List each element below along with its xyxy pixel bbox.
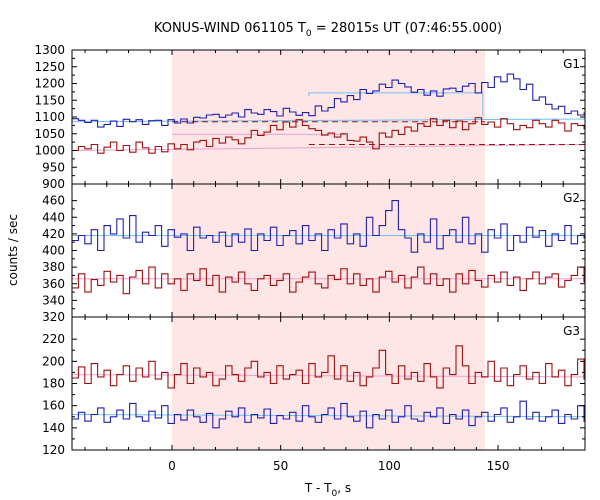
panel-g1-red-background	[71, 143, 586, 151]
panel-g1-label: G1	[563, 57, 580, 71]
panel-g1-blue-series	[72, 73, 585, 128]
panel-g3-red-background	[71, 374, 586, 378]
panel-g3-ytick-label: 200	[42, 354, 65, 368]
panel-g2-ytick-label: 460	[42, 194, 65, 208]
panel-g1-ytick-label: 1300	[34, 43, 65, 57]
plot-area: 9009501000105011001150120012501300G13203…	[34, 43, 586, 473]
panel-g3-label: G3	[563, 324, 580, 338]
xtick-label: 0	[168, 459, 176, 473]
panel-g3-ytick-label: 220	[42, 332, 65, 346]
xtick-label: 50	[273, 459, 288, 473]
panel-g3-ytick-label: 120	[42, 443, 65, 457]
panel-g1-ytick-label: 1000	[34, 144, 65, 158]
panel-g3-blue-background	[71, 414, 586, 418]
chart-title: KONUS-WIND 061105 T0 = 28015s UT (07:46:…	[154, 21, 502, 39]
panel-g1-ytick-label: 1050	[34, 127, 65, 141]
panel-g1-ytick-label: 1100	[34, 110, 65, 124]
panel-g2-blue-series	[72, 200, 585, 253]
panel-g3-ytick-label: 140	[42, 421, 65, 435]
x-axis-label: T - T0, s	[304, 481, 351, 499]
panel-g2-ytick-label: 380	[42, 260, 65, 274]
panel-g1-ytick-label: 1250	[34, 60, 65, 74]
panel-g1-ytick-label: 1150	[34, 93, 65, 107]
panel-g2-ytick-label: 440	[42, 210, 65, 224]
panel-g1-red-series	[72, 117, 585, 154]
panel-g2-label: G2	[563, 191, 580, 205]
panel-g1-blue-level	[308, 92, 484, 117]
panel-g3-ytick-label: 160	[42, 399, 65, 413]
panel-g1-ytick-label: 1200	[34, 77, 65, 91]
xtick-label: 100	[378, 459, 401, 473]
panel-g1-ytick-label: 950	[42, 160, 65, 174]
panel-g1-blue-background	[71, 118, 586, 123]
panel-g2-ytick-label: 400	[42, 244, 65, 258]
panel-g2-ytick-label: 340	[42, 293, 65, 307]
panel-g2-ytick-label: 320	[42, 310, 65, 324]
panel-g2-red-series	[72, 266, 585, 295]
panel-g3-red-series	[72, 345, 585, 389]
panel-g3-blue-series	[72, 400, 585, 429]
panel-g3-ytick-label: 180	[42, 377, 65, 391]
panel-g2-ytick-label: 420	[42, 227, 65, 241]
panel-g1-ytick-label: 900	[42, 177, 65, 191]
panel-g2-ytick-label: 360	[42, 277, 65, 291]
y-axis-label: counts / sec	[6, 214, 20, 286]
xtick-label: 150	[487, 459, 510, 473]
